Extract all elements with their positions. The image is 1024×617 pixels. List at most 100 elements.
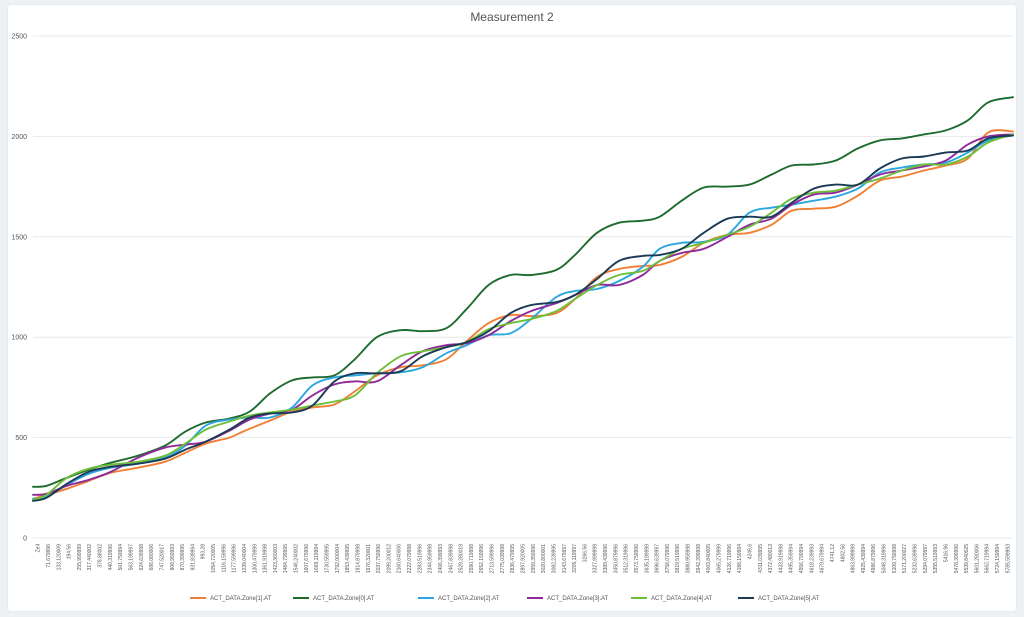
x-tick-label: 2406,399993 [438, 544, 444, 573]
x-tick-label: 931,839994 [190, 544, 196, 571]
x-tick-label: 624,639998 [139, 544, 145, 571]
x-tick-label: 4495,359994 [789, 544, 795, 573]
x-tick-label: 3082,239995 [551, 544, 557, 573]
x-tick-label: Zeit [36, 543, 42, 552]
x-tick-label: 563,199997 [129, 544, 135, 571]
x-tick-label: 2283,519996 [417, 544, 423, 573]
x-tick-label: 4802,56 [840, 544, 846, 562]
y-tick-label: 1500 [11, 234, 27, 241]
x-tick-label: 1914,879998 [355, 544, 361, 573]
series-line-5 [32, 134, 1014, 502]
x-tick-label: 2897,920005 [521, 544, 527, 573]
x-tick-label: 4065,279999 [717, 544, 723, 573]
x-tick-label: 317,440002 [87, 544, 93, 571]
x-tick-label: 4433,919998 [778, 544, 784, 573]
x-tick-label: 3880,959998 [686, 544, 692, 573]
x-tick-label: 2713,599996 [490, 544, 496, 573]
y-tick-label: 500 [15, 435, 27, 442]
x-tick-label: 255,999999 [77, 544, 83, 571]
y-tick-label: 0 [23, 536, 27, 543]
x-axis-ticks: Zeit 71,679996 133,120009 194,56 255,999999 3… [36, 543, 1012, 573]
x-tick-label: 4188,159994 [737, 544, 743, 573]
x-tick-label: 2099,200012 [386, 544, 392, 573]
x-tick-label: 3819,519996 [675, 544, 681, 573]
x-tick-label: 5109,759998 [892, 544, 898, 573]
x-tick-label: 2344,959998 [428, 544, 434, 573]
x-tick-label: 3266,56 [582, 544, 588, 562]
x-tick-label: 71,679996 [46, 544, 52, 568]
x-tick-label: 2959,359996 [531, 544, 537, 573]
x-tick-label: 870,399995 [180, 544, 186, 571]
legend: ACT_DATA.Zone[1].AT ACT_DATA.Zone[0].AT AC… [190, 596, 820, 602]
x-tick-label: 3512,319996 [624, 544, 630, 573]
x-tick-label: 3635,199999 [644, 544, 650, 573]
x-tick-label: 3696,639997 [655, 544, 661, 573]
y-axis-ticks: 0 500 1000 1500 2000 2500 [11, 34, 27, 543]
x-tick-label: 4986,879996 [871, 544, 877, 573]
x-tick-label: 2037,759996 [376, 544, 382, 573]
x-tick-label: 5355,519993 [933, 544, 939, 573]
x-tick-label: 3758,079996 [665, 544, 671, 573]
legend-label: ACT_DATA.Zone[3].AT [547, 596, 609, 602]
series-line-3 [32, 133, 1014, 496]
x-tick-label: 3205,119997 [572, 544, 578, 573]
x-tick-label: 194,56 [67, 544, 73, 560]
x-tick-label: 1730,559995 [325, 544, 331, 573]
chart-card [8, 5, 1016, 611]
x-tick-label: 4311,039995 [758, 544, 764, 573]
x-tick-label: 1546,240002 [294, 544, 300, 573]
x-tick-label: 2467,839998 [448, 544, 454, 573]
x-tick-label: 2160,640006 [397, 544, 403, 573]
x-tick-label: 4925,439994 [861, 544, 867, 573]
gridlines [33, 35, 1013, 539]
x-tick-label: 1607,679996 [304, 544, 310, 573]
x-tick-label: 4126,719996 [727, 544, 733, 573]
x-tick-label: 1669,119994 [314, 544, 320, 573]
x-tick-label: 2836,479995 [510, 544, 516, 573]
x-tick-label: 1792,000004 [335, 544, 341, 573]
x-tick-label: 686,080006 [149, 544, 155, 571]
x-tick-label: 747,520017 [159, 544, 165, 571]
x-tick-label: 2775,039998 [500, 544, 506, 573]
chart-title: Measurement 2 [470, 10, 554, 24]
x-tick-label: 5601,280006 [974, 544, 980, 573]
x-tick-label: 2590,719998 [469, 544, 475, 573]
x-tick-label: 3143,679997 [562, 544, 568, 573]
x-tick-label: 1300,479999 [252, 544, 258, 573]
x-tick-label: 3573,759996 [634, 544, 640, 573]
x-tick-label: 1361,919998 [263, 544, 269, 573]
x-tick-label: 4249,6 [747, 544, 753, 560]
x-tick-label: 5171,200027 [902, 544, 908, 573]
x-tick-label: 1423,360003 [273, 544, 279, 573]
x-tick-label: 4679,679994 [820, 544, 826, 573]
y-tick-label: 2000 [11, 134, 27, 141]
x-tick-label: 5724,159994 [995, 544, 1001, 573]
x-tick-label: 1484,799995 [283, 544, 289, 573]
legend-label: ACT_DATA.Zone[4].AT [651, 596, 713, 602]
x-tick-label: 3020,800001 [541, 544, 547, 573]
x-tick-label: 5048,319996 [882, 544, 888, 573]
x-tick-label: 5662,719994 [985, 544, 991, 573]
x-tick-label: 1853,439995 [345, 544, 351, 573]
x-tick-label: 1054,720005 [211, 544, 217, 573]
x-tick-label: 440,319996 [108, 544, 114, 571]
legend-label: ACT_DATA.Zone[0].AT [313, 596, 375, 602]
x-tick-label: 133,120009 [56, 544, 62, 571]
x-tick-label: 3450,879996 [613, 544, 619, 573]
x-tick-label: 4863,999999 [851, 544, 857, 573]
x-tick-label: 993,28 [201, 544, 207, 560]
x-tick-label: 5539,840025 [964, 544, 970, 573]
x-tick-label: 1177,599996 [232, 544, 238, 573]
x-tick-label: 1239,040004 [242, 544, 248, 573]
x-tick-label: 2652,159996 [479, 544, 485, 573]
x-tick-label: 4003,840005 [706, 544, 712, 573]
series-line-1 [32, 96, 1014, 488]
y-tick-label: 1000 [11, 335, 27, 342]
x-tick-label: 5785,599993 [1005, 544, 1011, 573]
x-tick-label: 3327,999999 [593, 544, 599, 573]
series-line-4 [32, 133, 1014, 501]
x-tick-label: 5416,96 [943, 544, 949, 562]
x-tick-label: 5478,399996 [954, 544, 960, 573]
x-tick-label: 1116,159996 [221, 544, 227, 573]
